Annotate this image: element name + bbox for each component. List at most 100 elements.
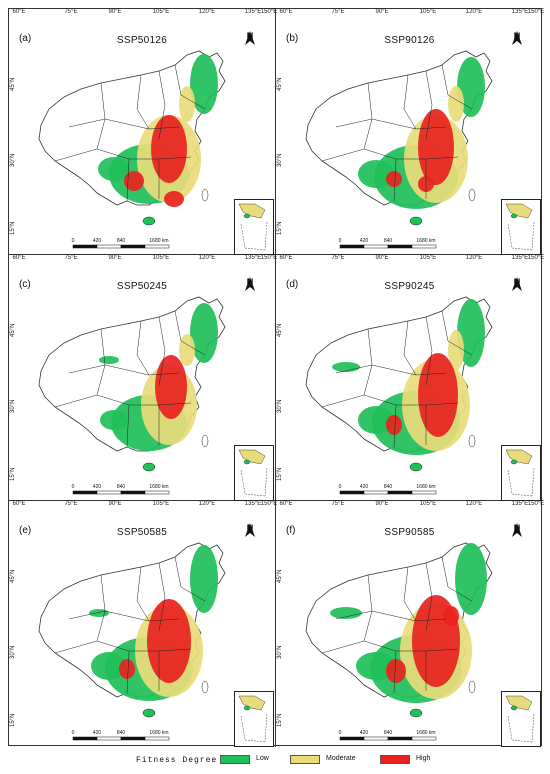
province-boundary bbox=[403, 320, 417, 376]
lon-tick-label: 120°E bbox=[198, 501, 216, 507]
lon-tick-label: 120°E bbox=[465, 9, 483, 15]
province-boundary bbox=[371, 610, 447, 622]
scale-label: 420 bbox=[92, 484, 102, 490]
legend: Fitness Degree Low Moderate High bbox=[8, 752, 542, 772]
lat-tick-label: 15°N bbox=[10, 221, 16, 235]
province-boundary bbox=[321, 394, 365, 408]
lon-tick-label: 75°E bbox=[64, 255, 78, 261]
fitness-high-region bbox=[386, 415, 402, 435]
province-boundary bbox=[104, 364, 180, 376]
legend-label-high: High bbox=[416, 755, 431, 762]
lon-tick-label: 150°E bbox=[260, 501, 278, 507]
lat-tick-label: 15°N bbox=[10, 467, 16, 481]
fitness-high-region bbox=[164, 191, 184, 207]
lon-tick-label: 60°E bbox=[12, 9, 26, 15]
panel-label: (f) bbox=[286, 525, 296, 536]
province-boundary bbox=[54, 148, 98, 162]
lon-tick-label: 90°E bbox=[375, 501, 389, 507]
province-boundary bbox=[54, 394, 98, 408]
lat-tick-label: 45°N bbox=[277, 323, 283, 337]
lat-tick-label: 45°N bbox=[10, 323, 16, 337]
province-boundary bbox=[393, 404, 397, 448]
fitness-low-region bbox=[455, 543, 487, 615]
lon-tick-label: 60°E bbox=[279, 9, 293, 15]
hainan-island bbox=[142, 708, 156, 718]
north-arrow-icon: N bbox=[510, 277, 524, 301]
legend-label-low: Low bbox=[256, 755, 269, 762]
scale-label: 420 bbox=[92, 730, 102, 736]
fitness-high-region bbox=[386, 171, 402, 187]
north-arrow-icon: N bbox=[243, 523, 257, 547]
province-boundary bbox=[335, 610, 373, 620]
lon-tick-label: 135°E bbox=[511, 9, 529, 15]
scale-label: 0 bbox=[338, 238, 342, 244]
scale-label: 1680 km bbox=[416, 730, 436, 736]
province-boundary bbox=[158, 316, 166, 386]
fitness-low-region bbox=[99, 356, 119, 364]
fitness-moderate-region bbox=[179, 334, 195, 366]
fitness-low-region bbox=[330, 607, 362, 619]
panel-label: (e) bbox=[19, 525, 32, 536]
province-boundary bbox=[441, 310, 473, 356]
province-boundary bbox=[68, 610, 106, 620]
lon-tick-label: 105°E bbox=[152, 9, 170, 15]
province-boundary bbox=[425, 562, 433, 632]
map-panel-c: 60°E 75°E 90°E 105°E 120°E 135°E 150°E 15°N 30°N… bbox=[9, 255, 278, 501]
scale-label: 0 bbox=[338, 730, 342, 736]
lon-tick-label: 75°E bbox=[64, 501, 78, 507]
province-boundary bbox=[441, 64, 473, 110]
lon-tick-label: 150°E bbox=[527, 9, 545, 15]
lon-tick-label: 90°E bbox=[375, 255, 389, 261]
scale-label: 1680 km bbox=[416, 484, 436, 490]
province-boundary bbox=[335, 118, 373, 128]
province-boundary bbox=[104, 118, 180, 130]
map-panel-d: 60°E 75°E 90°E 105°E 120°E 135°E 150°E 15°N 30°N… bbox=[276, 255, 544, 501]
fitness-low-region bbox=[358, 160, 394, 188]
fitness-low-region bbox=[89, 609, 109, 617]
province-boundary bbox=[68, 364, 106, 374]
map-grid: 60°E 75°E 90°E 105°E 120°E 135°E 150°E 15°N 30°N… bbox=[8, 8, 545, 747]
lat-tick-label: 15°N bbox=[277, 467, 283, 481]
scale-bar bbox=[72, 244, 170, 249]
scale-label: 0 bbox=[338, 484, 342, 490]
hainan-island bbox=[409, 462, 423, 472]
south-china-sea-inset bbox=[234, 691, 274, 747]
north-arrow-icon: N bbox=[510, 523, 524, 547]
lat-tick-label: 45°N bbox=[10, 569, 16, 583]
china-map bbox=[305, 296, 493, 495]
scale-label: 840 bbox=[116, 484, 126, 490]
province-boundary bbox=[54, 640, 98, 654]
north-arrow-icon: N bbox=[243, 31, 257, 55]
lon-tick-label: 90°E bbox=[108, 9, 122, 15]
province-boundary bbox=[321, 148, 365, 162]
province-boundary bbox=[425, 70, 433, 140]
fitness-low-region bbox=[190, 545, 218, 613]
province-boundary bbox=[371, 118, 447, 130]
fitness-low-region bbox=[190, 54, 218, 114]
china-map bbox=[305, 542, 493, 741]
lat-tick-label: 30°N bbox=[277, 645, 283, 659]
map-panel-e: 60°E 75°E 90°E 105°E 120°E 135°E 150°E 15°N 30°N… bbox=[9, 501, 278, 747]
panel-label: (d) bbox=[286, 279, 299, 290]
scale-label: 840 bbox=[383, 238, 393, 244]
province-boundary bbox=[96, 640, 192, 652]
china-map bbox=[38, 296, 226, 495]
taiwan-island bbox=[468, 680, 476, 694]
taiwan-island bbox=[201, 188, 209, 202]
scale-label: 840 bbox=[116, 730, 126, 736]
legend-title: Fitness Degree bbox=[136, 756, 218, 765]
scale-label: 840 bbox=[383, 730, 393, 736]
south-china-sea-inset bbox=[234, 445, 274, 501]
taiwan-island bbox=[201, 434, 209, 448]
province-boundary bbox=[174, 310, 206, 356]
lon-tick-label: 105°E bbox=[152, 501, 170, 507]
scale-label: 840 bbox=[383, 484, 393, 490]
province-boundary bbox=[158, 562, 166, 632]
lon-tick-label: 150°E bbox=[260, 255, 278, 261]
panel-label: (b) bbox=[286, 33, 299, 44]
fitness-low-region bbox=[190, 303, 218, 363]
province-boundary bbox=[403, 566, 417, 622]
lon-tick-label: 60°E bbox=[279, 255, 293, 261]
province-boundary bbox=[363, 640, 459, 652]
fitness-high-region bbox=[155, 355, 187, 419]
